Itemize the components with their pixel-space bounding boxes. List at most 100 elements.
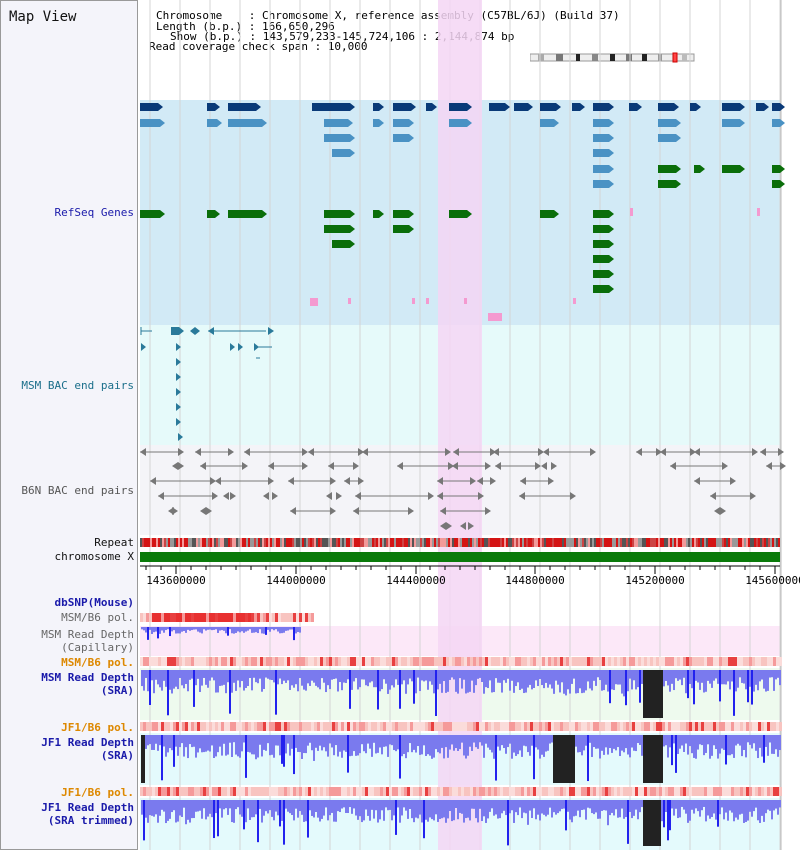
- repeat-mark: [168, 538, 170, 547]
- msm-b6-pol-2: [416, 657, 419, 666]
- msm-sra-depth: [319, 670, 321, 690]
- jf1-b6-pol-1: [434, 722, 437, 731]
- msm-b6-pol-2: [701, 657, 704, 666]
- msm-b6-pol-2: [683, 657, 686, 666]
- msm-sra-depth: [491, 670, 493, 693]
- msm-sra-depth: [547, 670, 549, 688]
- gene-strand-arrow: [409, 134, 414, 142]
- jf1-sra-depth: [213, 735, 215, 758]
- jf1-sra-depth: [159, 735, 161, 746]
- jf1-b6-pol-1: [569, 722, 572, 731]
- msm-sra-depth: [779, 670, 781, 686]
- jf1-sra-depth: [337, 735, 339, 757]
- jf1-b6-pol-1: [761, 722, 764, 731]
- jf1-trim-depth: [299, 800, 301, 812]
- repeat-mark: [696, 538, 698, 547]
- msm-sra-depth: [499, 670, 501, 683]
- jf1-trim-depth: [285, 800, 287, 809]
- repeat-mark: [508, 538, 510, 547]
- jf1-b6-pol-1: [149, 722, 152, 731]
- gene-exon: [324, 225, 350, 233]
- repeat-mark: [634, 538, 636, 547]
- repeat-mark: [142, 538, 144, 547]
- msm-sra-depth: [191, 670, 193, 679]
- msm-cap-depth: [169, 627, 171, 637]
- jf1-sra-depth: [181, 735, 183, 744]
- bac-end-arrow: [158, 492, 164, 500]
- bac-end-arrow: [551, 462, 557, 470]
- repeat-mark: [188, 538, 190, 547]
- msm-sra-depth: [733, 670, 735, 716]
- jf1-b6-pol-1: [593, 722, 596, 731]
- jf1-b6-pol-1: [632, 722, 635, 731]
- jf1-sra-depth: [301, 735, 303, 759]
- jf1-trim-depth: [289, 800, 291, 814]
- jf1-b6-pol-2: [275, 787, 278, 796]
- jf1-b6-pol-1: [536, 722, 539, 731]
- jf1-sra-depth: [419, 735, 421, 755]
- msm-b6-pol-2: [728, 657, 731, 666]
- jf1-b6-pol-label-2: JF1/B6 pol.: [61, 786, 134, 799]
- msm-cap-depth: [245, 627, 247, 632]
- jf1-trim-depth: [341, 800, 343, 809]
- msm-b6-pol-2: [566, 657, 569, 666]
- msm-cap-depth: [185, 627, 187, 633]
- msm-cap-depth: [291, 627, 293, 630]
- repeat-mark: [682, 538, 684, 547]
- msm-b6-pol-2: [542, 657, 545, 666]
- msm-cap-depth: [209, 627, 211, 630]
- msm-b6-pol-2: [476, 657, 479, 666]
- jf1-trim-depth: [253, 800, 255, 818]
- jf1-b6-pol-2: [587, 787, 590, 796]
- jf1-trim-depth: [573, 800, 575, 817]
- repeat-mark: [640, 538, 642, 547]
- msm-b6-pol-2: [491, 657, 494, 666]
- jf1-sra-depth: [453, 735, 455, 751]
- msm-sra-depth: [313, 670, 315, 683]
- gene-strand-arrow: [609, 255, 614, 263]
- dbsnp-label[interactable]: dbSNP(Mouse): [54, 596, 134, 609]
- bac-end-arrow: [656, 448, 662, 456]
- repeat-mark: [638, 538, 640, 547]
- jf1-b6-pol-1: [440, 722, 443, 731]
- bac-end-arrow: [212, 492, 218, 500]
- jf1-b6-pol-1: [701, 722, 704, 731]
- repeat-mark: [256, 538, 258, 547]
- jf1-b6-pol-1: [377, 722, 380, 731]
- jf1-b6-pol-2: [194, 787, 197, 796]
- msm-b6-pol-2: [377, 657, 380, 666]
- msm-sra-depth: [537, 670, 539, 687]
- jf1-sra-depth: [147, 735, 149, 746]
- jf1-b6-pol-2: [692, 787, 695, 796]
- msm-bac-label[interactable]: MSM BAC end pairs: [21, 379, 134, 392]
- msm-sra-depth: [409, 670, 411, 679]
- jf1-b6-pol-2: [248, 787, 251, 796]
- msm-sra-depth: [727, 670, 729, 682]
- repeat-mark: [264, 538, 266, 547]
- msm-b6-pol-2: [371, 657, 374, 666]
- jf1-b6-pol-2: [641, 787, 644, 796]
- msm-b6-pol-2: [572, 657, 575, 666]
- jf1-trim-depth: [723, 800, 725, 820]
- jf1-trim-depth: [411, 800, 413, 819]
- jf1-b6-pol-1: [347, 722, 350, 731]
- jf1-sra-depth: [677, 735, 679, 754]
- msm-sra-depth: [637, 670, 639, 688]
- msm-sra-depth: [543, 670, 545, 689]
- msm-b6-pol-2: [266, 657, 269, 666]
- jf1-trim-depth: [355, 800, 357, 816]
- msm-sra-depth: [521, 670, 523, 689]
- msm-b6-pol-2: [395, 657, 398, 666]
- repeat-mark: [432, 538, 434, 547]
- gene-strand-arrow: [158, 103, 163, 111]
- repeat-mark: [720, 538, 722, 547]
- msm-b6-pol-2: [722, 657, 725, 666]
- repeat-mark: [248, 538, 250, 547]
- refseq-genes-label[interactable]: RefSeq Genes: [54, 206, 134, 219]
- b6n-bac-label[interactable]: B6N BAC end pairs: [21, 484, 134, 497]
- msm-sra-depth: [573, 670, 575, 679]
- msm-sra-depth: [363, 670, 365, 680]
- msm-sra-depth: [531, 670, 533, 690]
- jf1-trim-depth: [507, 800, 509, 846]
